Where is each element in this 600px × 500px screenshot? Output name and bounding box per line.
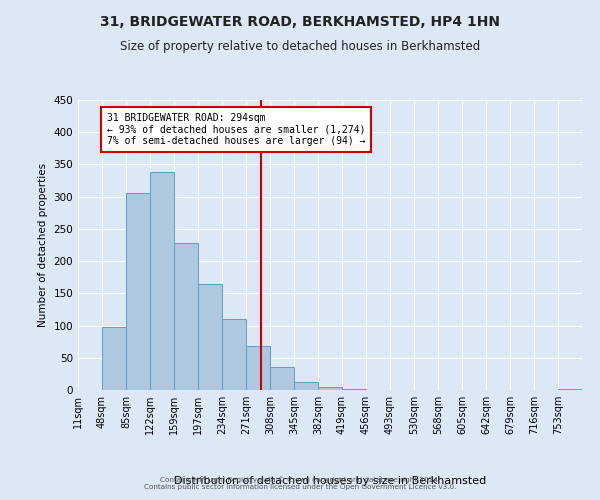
Text: 31 BRIDGEWATER ROAD: 294sqm
← 93% of detached houses are smaller (1,274)
7% of s: 31 BRIDGEWATER ROAD: 294sqm ← 93% of det… [107,113,365,146]
Bar [222,319,246,390]
Bar [126,194,150,390]
Bar [102,328,126,390]
Y-axis label: Number of detached properties: Number of detached properties [38,163,48,327]
Bar [342,388,366,390]
Bar [294,382,318,390]
Text: Contains HM Land Registry data © Crown copyright and database right 2024.
Contai: Contains HM Land Registry data © Crown c… [144,476,456,490]
Bar [318,387,342,390]
Text: 31, BRIDGEWATER ROAD, BERKHAMSTED, HP4 1HN: 31, BRIDGEWATER ROAD, BERKHAMSTED, HP4 1… [100,15,500,29]
Bar [246,346,270,390]
X-axis label: Distribution of detached houses by size in Berkhamsted: Distribution of detached houses by size … [174,476,486,486]
Bar [558,388,582,390]
Bar [270,368,294,390]
Bar [150,172,174,390]
Bar [199,284,222,390]
Bar [174,243,199,390]
Text: Size of property relative to detached houses in Berkhamsted: Size of property relative to detached ho… [120,40,480,53]
